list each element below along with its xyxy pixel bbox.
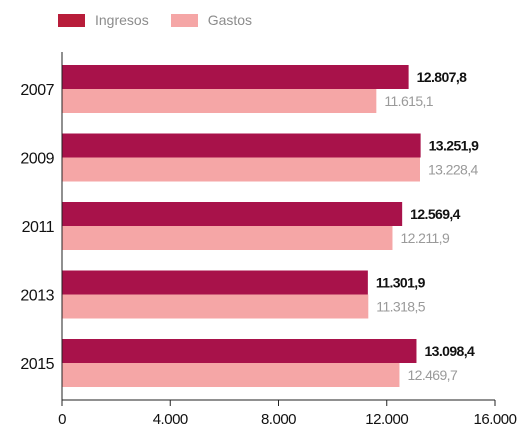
legend-swatch-gastos [170,13,198,27]
data-label-ingresos-2007: 12.807,8 [417,69,468,85]
bar-gastos-2015 [62,363,400,387]
bar-gastos-2009 [62,157,420,182]
legend-label-ingresos: Ingresos [95,12,149,28]
category-label-2013: 2013 [20,288,54,305]
category-label-2007: 2007 [20,82,54,99]
data-label-gastos-2015: 12.469,7 [407,367,458,383]
data-label-gastos-2009: 13.228,4 [428,162,479,178]
data-label-ingresos-2009: 13.251,9 [429,138,480,154]
x-tick-label-3: 12.000 [365,411,408,428]
bar-gastos-2013 [62,294,369,319]
legend-label-gastos: Gastos [207,12,253,28]
legend-item-ingresos: Ingresos [58,12,149,28]
bar-ingresos-2009 [62,133,421,158]
bar-ingresos-2011 [62,202,403,226]
category-label-2009: 2009 [20,151,54,168]
category-label-2015: 2015 [20,356,54,373]
bar-gastos-2007 [62,89,377,113]
data-label-ingresos-2011: 12.569,4 [410,206,461,222]
bar-ingresos-2013 [62,270,368,295]
legend-swatch-ingresos [58,13,85,27]
data-label-ingresos-2013: 11.301,9 [376,275,426,291]
bar-gastos-2011 [62,226,393,250]
x-tick-label-0: 0 [58,411,66,428]
bar-ingresos-2007 [62,65,409,89]
x-tick-label-4: 16.000 [474,411,517,428]
legend-item-gastos: Gastos [170,12,253,28]
category-label-2011: 2011 [22,219,55,236]
data-label-gastos-2007: 11.615,1 [384,93,433,109]
data-label-gastos-2013: 11.318,5 [376,299,425,315]
data-label-ingresos-2015: 13.098,4 [424,343,475,359]
legend: Ingresos Gastos [58,12,252,28]
x-tick-label-2: 8.000 [261,411,296,428]
data-label-gastos-2011: 12.211,9 [400,230,449,246]
bar-ingresos-2015 [62,339,417,363]
x-tick-label-1: 4.000 [153,411,188,428]
